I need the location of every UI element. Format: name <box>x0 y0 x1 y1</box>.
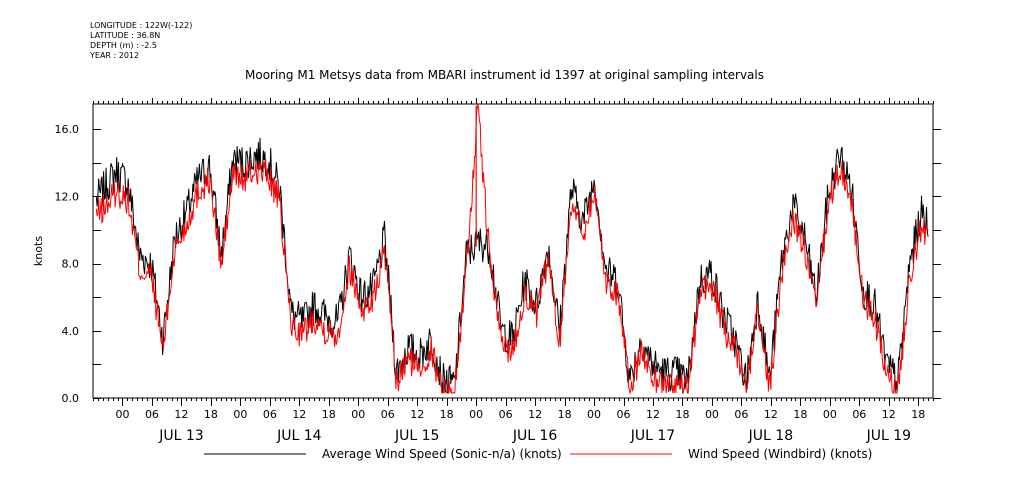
x-hour-tick-label: 06 <box>145 408 159 421</box>
plot-frame <box>92 103 934 399</box>
y-tick-label: 0.0 <box>62 392 80 405</box>
x-hour-tick-label: 18 <box>558 408 572 421</box>
x-hour-tick-label: 12 <box>292 408 306 421</box>
x-hour-tick-label: 12 <box>528 408 542 421</box>
x-day-label: JUL 19 <box>866 428 911 444</box>
chart-title: Mooring M1 Metsys data from MBARI instru… <box>245 68 764 82</box>
series-windbird-wind-speed-line <box>95 103 929 395</box>
x-hour-tick-label: 00 <box>705 408 719 421</box>
y-tick-label: 12.0 <box>55 190 80 203</box>
y-tick-label: 16.0 <box>55 123 80 136</box>
x-day-label: JUL 18 <box>748 428 793 444</box>
year-label: YEAR : 2012 <box>90 51 140 60</box>
x-hour-tick-label: 06 <box>617 408 631 421</box>
x-hour-tick-label: 00 <box>115 408 129 421</box>
x-day-label: JUL 15 <box>394 428 439 444</box>
x-hour-tick-label: 18 <box>322 408 336 421</box>
x-hour-tick-label: 06 <box>734 408 748 421</box>
legend-windbird-label: Wind Speed (Windbird) (knots) <box>688 447 872 461</box>
x-hour-tick-label: 00 <box>351 408 365 421</box>
y-tick-label: 8.0 <box>62 258 80 271</box>
x-day-label: JUL 14 <box>276 428 322 444</box>
x-hour-tick-label: 06 <box>499 408 513 421</box>
series-average-wind-speed-line <box>95 137 929 394</box>
depth-label: DEPTH (m) : -2.5 <box>90 41 157 50</box>
x-hour-tick-label: 18 <box>675 408 689 421</box>
x-day-label: JUL 17 <box>630 428 675 444</box>
x-hour-tick-label: 06 <box>381 408 395 421</box>
x-hour-tick-label: 12 <box>764 408 778 421</box>
latitude-label: LATITUDE : 36.8N <box>90 31 161 40</box>
x-hour-tick-label: 12 <box>882 408 896 421</box>
x-hour-tick-label: 18 <box>793 408 807 421</box>
y-axis-label: knots <box>32 236 45 266</box>
x-day-label: JUL 16 <box>512 428 558 444</box>
x-hour-tick-label: 18 <box>204 408 218 421</box>
x-hour-tick-label: 06 <box>852 408 866 421</box>
x-hour-tick-label: 18 <box>440 408 454 421</box>
y-tick-label: 4.0 <box>62 325 80 338</box>
longitude-label: LONGITUDE : 122W(-122) <box>90 21 193 30</box>
x-hour-tick-label: 00 <box>233 408 247 421</box>
legend-avg-label: Average Wind Speed (Sonic-n/a) (knots) <box>322 447 562 461</box>
x-hour-tick-label: 00 <box>469 408 483 421</box>
station-metadata: LONGITUDE : 122W(-122) LATITUDE : 36.8N … <box>90 21 192 61</box>
x-hour-tick-label: 18 <box>911 408 925 421</box>
x-hour-tick-label: 06 <box>263 408 277 421</box>
x-hour-tick-label: 12 <box>174 408 188 421</box>
x-hour-tick-label: 12 <box>646 408 660 421</box>
x-hour-tick-label: 00 <box>823 408 837 421</box>
x-hour-tick-label: 12 <box>410 408 424 421</box>
x-day-label: JUL 13 <box>158 428 203 444</box>
x-hour-tick-label: 00 <box>587 408 601 421</box>
